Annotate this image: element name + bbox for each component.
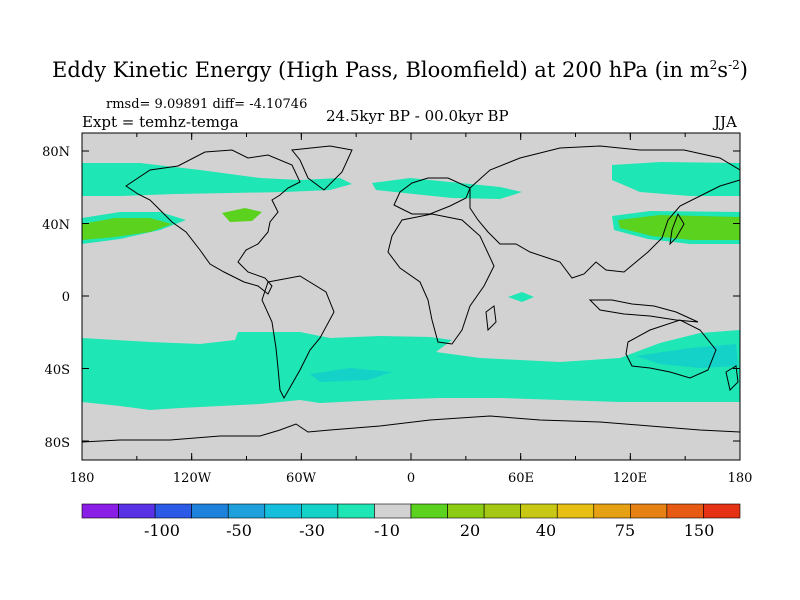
coast-antarctica [82, 415, 740, 443]
map-title: Eddy Kinetic Energy (High Pass, Bloomfie… [0, 58, 800, 82]
anomaly-north-pacific-band [82, 163, 352, 196]
anomaly-tropical-blob [508, 292, 534, 302]
colorbar-swatch [483, 503, 521, 519]
colorbar-label-6: 40 [535, 521, 557, 540]
x-label-120w: 120W [172, 471, 212, 486]
colorbar-swatch [520, 503, 558, 519]
coast-japan [669, 212, 685, 246]
stats-line: rmsd= 9.09891 diff= -4.10746 [106, 97, 308, 112]
colorbar-label-8: 150 [683, 521, 715, 540]
colorbar-swatch [191, 503, 229, 519]
experiment-label: Expt = temhz-temga [82, 113, 239, 131]
colorbar-swatch [301, 503, 339, 519]
colorbar-swatch [447, 503, 485, 519]
coast-asia [469, 145, 740, 279]
x-label-180w: 180 [69, 471, 95, 486]
colorbar-swatch [630, 503, 668, 519]
colorbar-swatch [703, 503, 741, 519]
axis-ticks [81, 133, 741, 460]
x-label-60e: 60E [507, 471, 535, 486]
x-label-180e: 180 [727, 471, 753, 486]
season-label: JJA [714, 113, 737, 131]
title-sup-1: 2 [709, 58, 718, 72]
x-label-60w: 60W [286, 471, 316, 486]
colorbar-label-5: 20 [459, 521, 481, 540]
coast-australia [625, 319, 717, 379]
title-unit: s [717, 58, 729, 82]
title-sup-2: -2 [728, 58, 740, 72]
colorbar-label-4: -10 [374, 521, 400, 540]
anomaly-north-asia-band [612, 162, 740, 196]
colorbar-swatch [118, 503, 156, 519]
colorbar-swatch [556, 503, 595, 519]
colorbar-swatch [593, 503, 631, 519]
period-label: 24.5kyr BP - 00.0kyr BP [326, 107, 509, 125]
coast-europe [393, 177, 471, 215]
anomaly-south-indian-core [636, 344, 738, 368]
colorbar-label-7: 75 [614, 521, 636, 540]
coast-africa [387, 213, 495, 345]
y-label-40s: 40S [44, 363, 70, 378]
title-text: Eddy Kinetic Energy (High Pass, Bloomfie… [52, 58, 710, 82]
anomaly-green-nw-pacific-core [618, 215, 740, 240]
anomaly-south-pacific-core [310, 368, 392, 382]
anomaly-southern-band [82, 330, 740, 410]
colorbar-swatch [227, 503, 266, 519]
anomaly-green-great-lakes [222, 208, 262, 222]
coast-south-america [261, 275, 335, 400]
coast-indonesia [588, 299, 699, 323]
colorbar-swatch [337, 503, 375, 519]
title-close: ) [739, 58, 748, 82]
colorbar-swatch [264, 503, 302, 519]
coast-new-zealand [725, 365, 739, 391]
y-label-40n: 40N [42, 218, 70, 233]
colorbar-label-1: -100 [144, 521, 180, 540]
y-label-80s: 80S [44, 436, 70, 451]
anomaly-green-central-pacific-core [82, 218, 172, 240]
anomaly-north-atlantic-band [372, 178, 522, 199]
colorbar-swatch [374, 503, 412, 519]
colorbar-label-2: -50 [226, 521, 252, 540]
coast-north-america [125, 149, 301, 295]
coastlines [82, 145, 740, 443]
y-label-equator: 0 [61, 290, 70, 305]
colorbar-swatch [154, 503, 192, 519]
colorbar-swatch [410, 503, 448, 519]
colorbar-swatch [81, 503, 119, 519]
coast-greenland [291, 145, 353, 191]
colorbar [81, 503, 741, 519]
coast-madagascar [485, 305, 497, 332]
map-field [82, 133, 740, 460]
x-label-0: 0 [406, 471, 416, 486]
colorbar-swatch [666, 503, 704, 519]
colorbar-label-3: -30 [299, 521, 325, 540]
x-label-120e: 120E [612, 471, 648, 486]
y-label-80n: 80N [42, 145, 70, 160]
